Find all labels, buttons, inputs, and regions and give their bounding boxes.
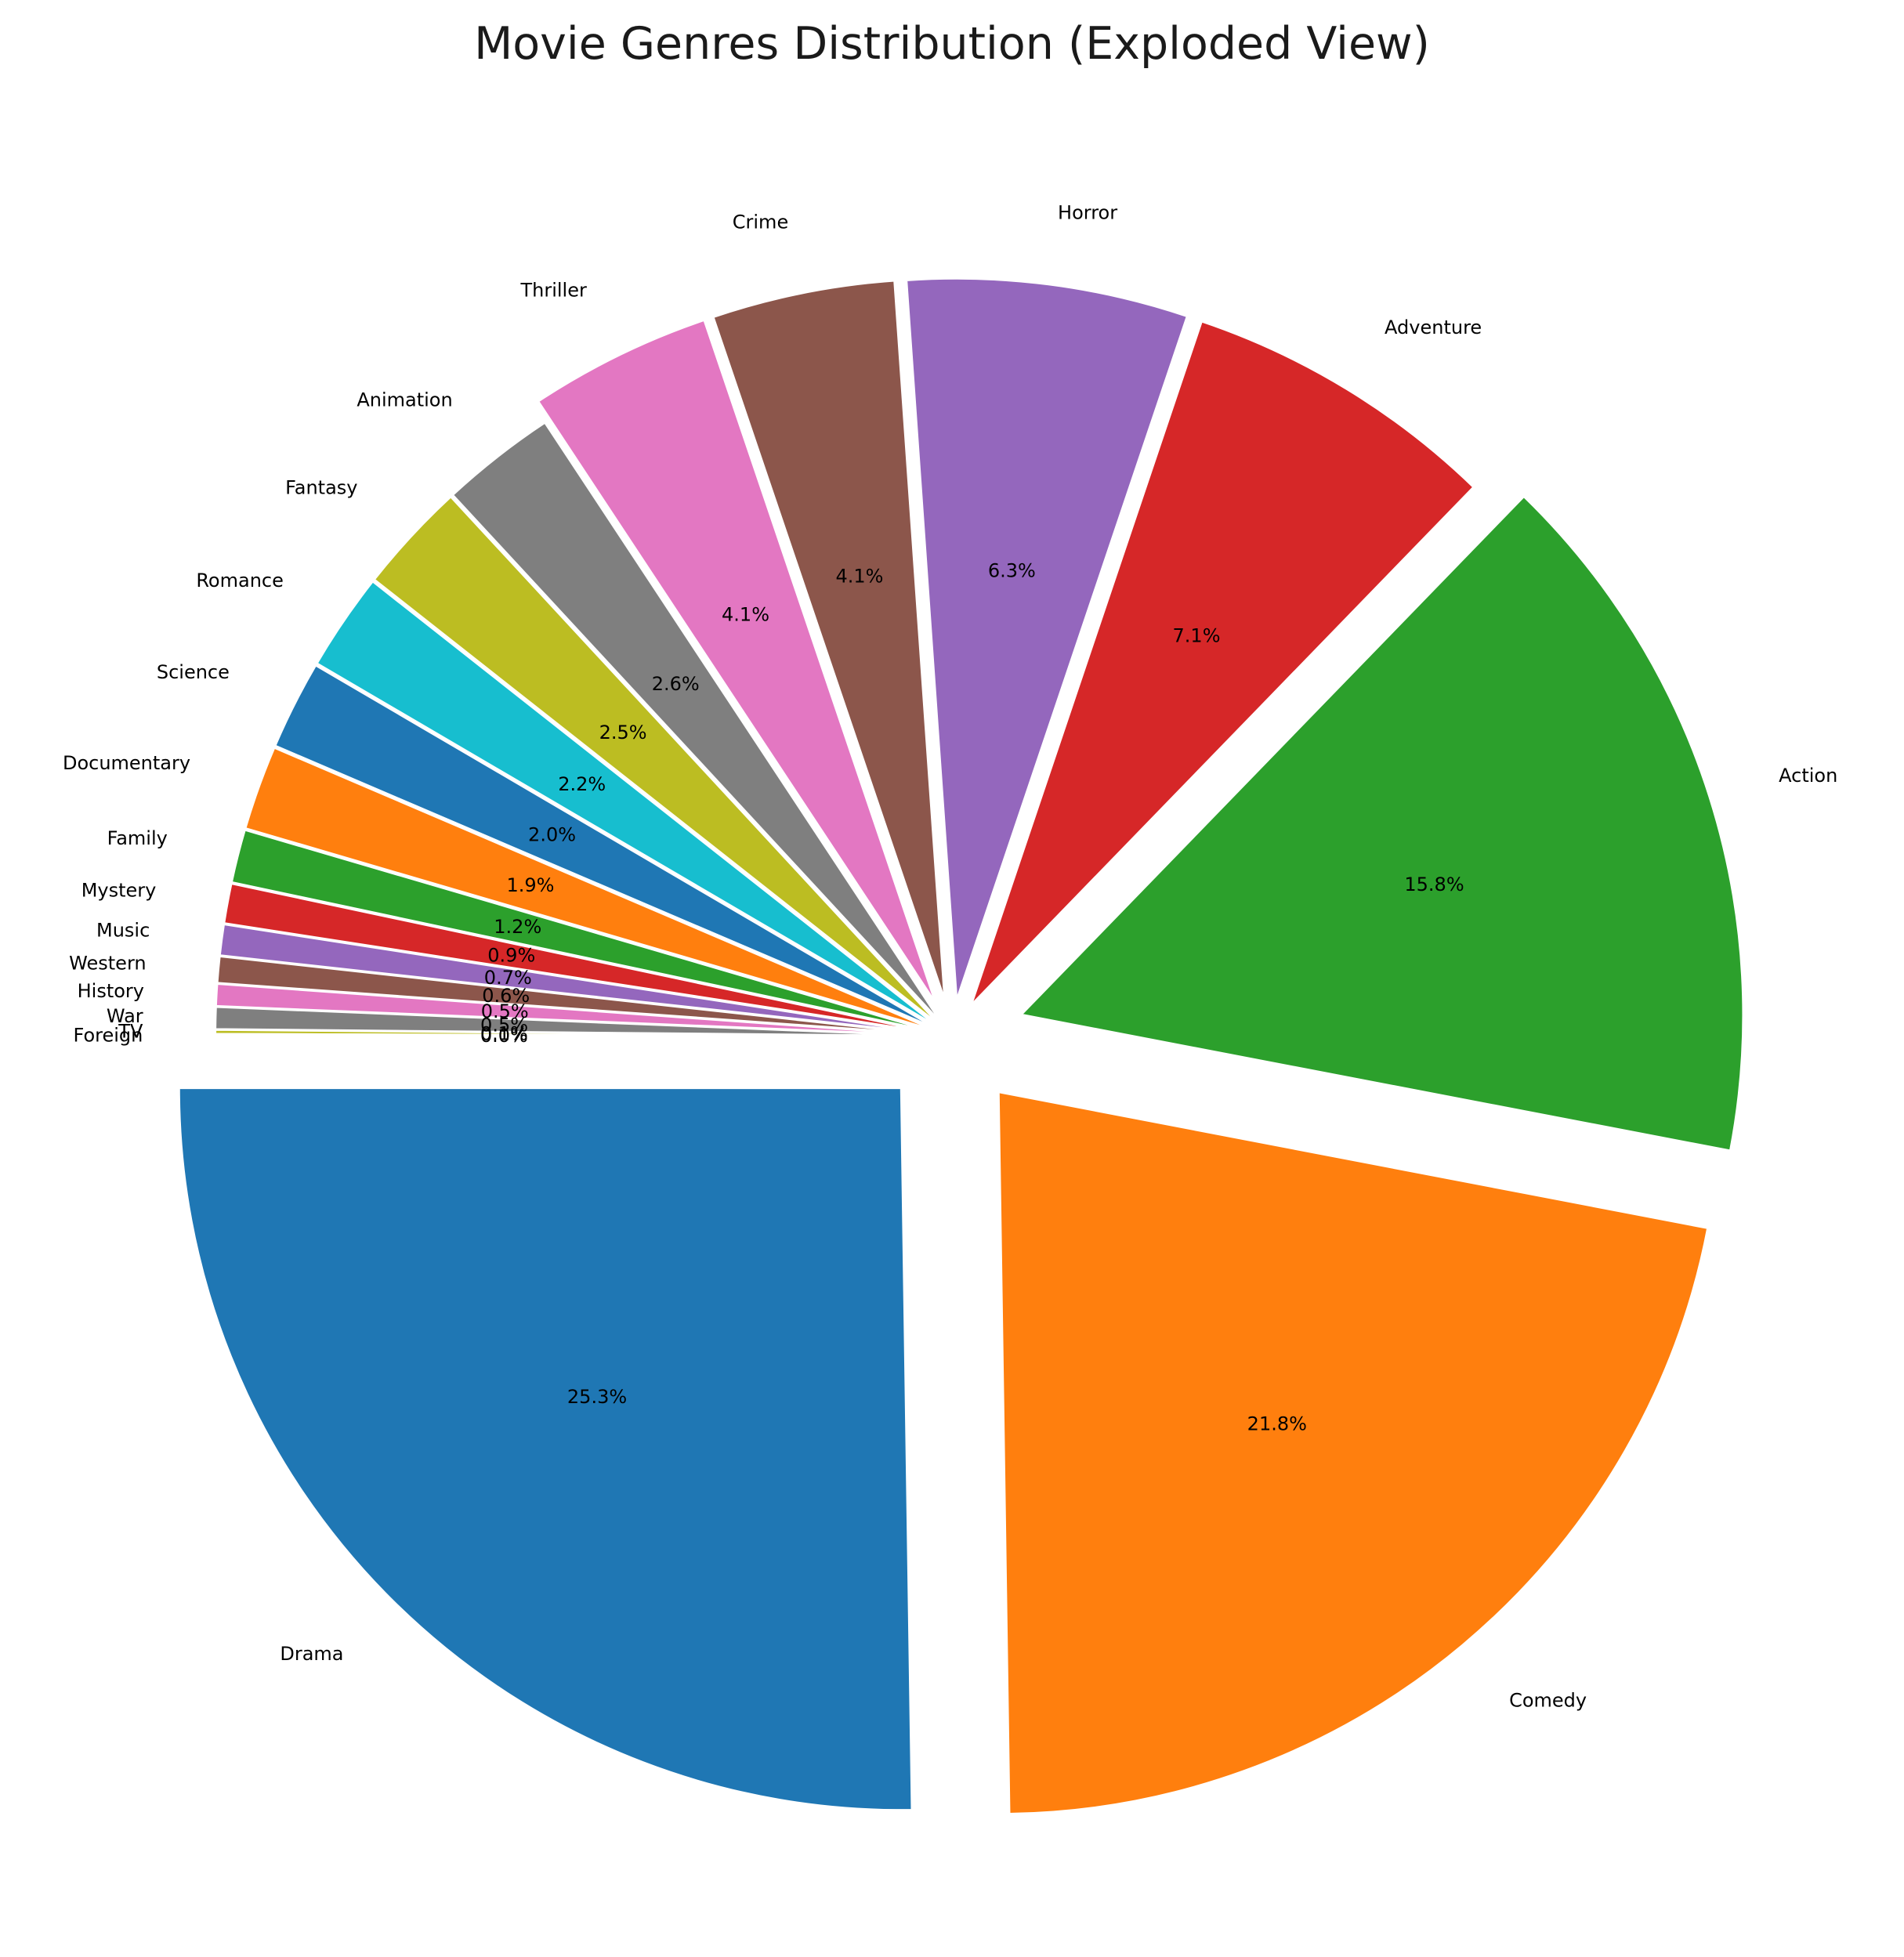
pie-slices <box>177 277 1745 1816</box>
slice-percent-horror: 6.3% <box>988 560 1036 582</box>
pie-slice-thriller <box>537 318 938 1006</box>
slice-percent-comedy: 21.8% <box>1247 1413 1307 1434</box>
category-labels: Drama Comedy Action Adventure Horror Crime Thr… <box>63 201 1837 1711</box>
slice-label-documentary: Documentary <box>63 752 190 774</box>
slice-label-family: Family <box>107 827 168 849</box>
slice-label-crime: Crime <box>733 211 788 233</box>
slice-label-adventure: Adventure <box>1385 317 1482 338</box>
pie-slice-crime <box>711 279 947 1003</box>
slice-label-science: Science <box>157 661 230 683</box>
pie-slice-action <box>1019 494 1745 1152</box>
pie-slice-romance <box>315 580 942 1030</box>
slice-percent-science: 2.0% <box>528 824 576 846</box>
slice-label-history: History <box>78 980 144 1002</box>
slice-label-animation: Animation <box>357 389 452 411</box>
pie-slice-comedy <box>997 1091 1710 1816</box>
percentage-labels: 25.3% 21.8% 15.8% 7.1% 6.3% 4.1% 4.1% 2.6% 2.5% 2… <box>480 560 1464 1435</box>
slice-label-music: Music <box>96 919 150 941</box>
slice-percent-romance: 2.2% <box>558 773 606 795</box>
slice-percent-foreign: 0.0% <box>480 1025 528 1047</box>
slice-label-war: War <box>107 1005 143 1027</box>
pie-slice-foreign <box>214 1033 939 1038</box>
pie-slice-fantasy <box>372 495 943 1028</box>
slice-percent-adventure: 7.1% <box>1173 624 1221 646</box>
pie-slice-adventure <box>969 320 1475 1007</box>
slice-percent-western: 0.6% <box>482 985 530 1007</box>
slice-label-tv: TV <box>118 1021 143 1043</box>
slice-percent-history: 0.5% <box>481 1000 529 1022</box>
pie-slice-drama <box>177 1087 914 1812</box>
slice-label-horror: Horror <box>1058 201 1117 223</box>
slice-label-comedy: Comedy <box>1509 1690 1587 1712</box>
slice-percent-tv: 0.1% <box>480 1022 528 1044</box>
slice-percent-family: 1.2% <box>494 916 541 938</box>
slice-percent-fantasy: 2.5% <box>599 722 647 743</box>
slice-percent-thriller: 4.1% <box>722 604 769 626</box>
slice-label-foreign: Foreign <box>74 1024 143 1046</box>
chart-title: Movie Genres Distribution (Exploded View… <box>474 18 1430 70</box>
slice-percent-animation: 2.6% <box>652 673 700 695</box>
slice-percent-crime: 4.1% <box>835 565 883 587</box>
slice-percent-action: 15.8% <box>1404 874 1464 895</box>
slice-label-action: Action <box>1779 765 1837 787</box>
slice-label-fantasy: Fantasy <box>285 476 357 498</box>
pie-slice-documentary <box>244 746 940 1033</box>
slice-percent-drama: 25.3% <box>567 1386 627 1408</box>
slice-label-western: Western <box>69 952 146 974</box>
slice-label-thriller: Thriller <box>519 280 587 302</box>
pie-slice-science <box>273 664 941 1032</box>
slice-label-drama: Drama <box>280 1643 343 1665</box>
slice-percent-documentary: 1.9% <box>506 874 554 896</box>
slice-percent-mystery: 0.9% <box>487 945 535 967</box>
slice-percent-war: 0.5% <box>480 1015 528 1036</box>
slice-percent-music: 0.7% <box>484 967 532 989</box>
pie-slice-horror <box>905 277 1189 1002</box>
slice-label-mystery: Mystery <box>81 879 157 901</box>
pie-slice-animation <box>451 421 945 1026</box>
slice-label-romance: Romance <box>196 570 284 591</box>
